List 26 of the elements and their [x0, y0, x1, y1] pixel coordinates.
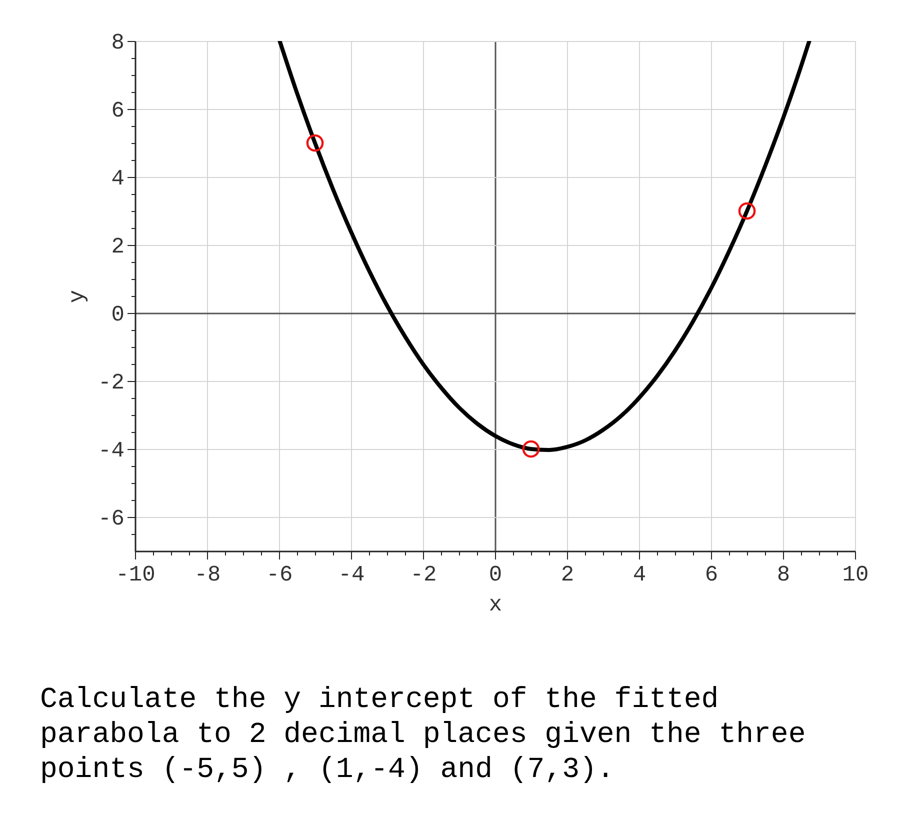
x-tick-label: 10	[842, 562, 869, 588]
x-tick-label: 4	[632, 562, 646, 588]
y-tick-label: 6	[111, 98, 124, 124]
line-series	[278, 41, 812, 452]
y-axis-title: y	[65, 290, 90, 304]
y-tick-label: -6	[98, 506, 124, 532]
text: Calculate the y intercept of the fitted parabola to 2 decimal places given the three points (-5,5) , (1,-4) and (7,3).	[40, 683, 806, 786]
x-tick-label: -4	[338, 562, 365, 588]
y-tick-label: 8	[111, 30, 124, 56]
point	[738, 202, 756, 220]
y-tick-label: 0	[111, 302, 124, 328]
point	[306, 134, 324, 152]
x-tick-label: -6	[266, 562, 293, 588]
y-tick-label: -4	[98, 438, 124, 464]
x-tick-label: 2	[560, 562, 574, 588]
y-tick-label: 2	[111, 234, 124, 260]
x-tick-label: -8	[194, 562, 221, 588]
x-axis-title: x	[488, 592, 502, 618]
point	[522, 440, 540, 458]
y-tick-label: 4	[111, 166, 124, 192]
x-tick-label: 0	[488, 562, 502, 588]
x-tick-label: 8	[776, 562, 790, 588]
x-tick-label: 6	[704, 562, 718, 588]
x-tick-label: -10	[116, 562, 156, 588]
y-tick-label: -2	[98, 370, 124, 396]
x-tick-label: -2	[410, 562, 437, 588]
